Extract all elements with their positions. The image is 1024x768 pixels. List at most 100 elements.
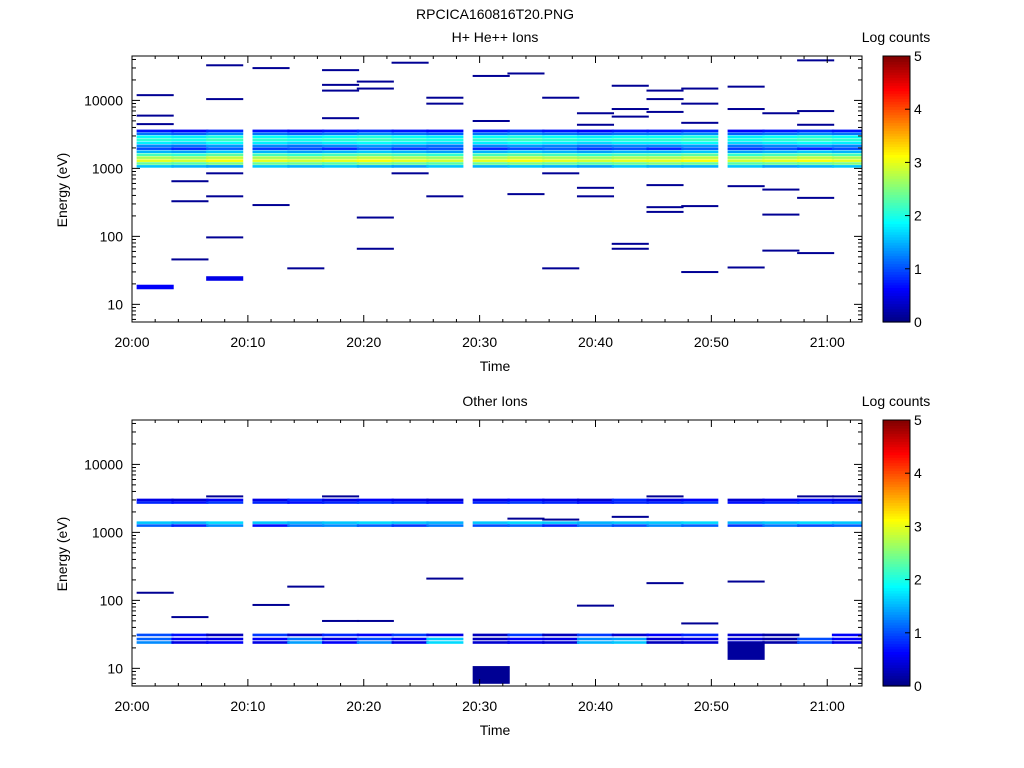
heatmap-cell [287, 585, 325, 588]
heatmap-cell [542, 633, 580, 637]
colorbar-segment [883, 638, 910, 642]
heatmap-cell [171, 135, 209, 139]
heatmap-cell [356, 524, 394, 527]
heatmap-cell [507, 165, 545, 168]
colorbar-segment [883, 558, 910, 562]
x-tick-label: 20:50 [694, 698, 729, 714]
colorbar-frame [882, 55, 911, 323]
heatmap-cell [472, 150, 510, 153]
heatmap-cell [646, 153, 684, 156]
colorbar-segment [883, 101, 910, 105]
heatmap-cell [322, 141, 360, 145]
heatmap-cell [681, 271, 719, 274]
heatmap-cell [727, 580, 765, 583]
heatmap-cell [611, 141, 649, 145]
colorbar-segment [883, 420, 910, 424]
colorbar-segment [883, 467, 910, 472]
heatmap-cell [426, 159, 464, 162]
colorbar-segment [883, 228, 910, 233]
colorbar-segment [883, 111, 910, 116]
colorbar-segment [883, 547, 910, 551]
heatmap-cell [426, 521, 464, 524]
colorbar-segment [883, 260, 910, 265]
colorbar-segment [883, 451, 910, 456]
colorbar-segment [883, 98, 910, 102]
colorbar-segment [883, 582, 910, 586]
heatmap-cell [136, 138, 174, 142]
colorbar-tick-label: 3 [914, 154, 922, 170]
heatmap-cell [576, 123, 615, 126]
heatmap-cell [356, 159, 394, 162]
y-tick-label: 1000 [92, 524, 123, 540]
heatmap-cell [576, 186, 615, 189]
heatmap-cell [507, 637, 545, 641]
colorbar-segment [883, 568, 910, 573]
colorbar-segment [883, 170, 910, 174]
heatmap-cell [206, 138, 244, 142]
heatmap-cell [426, 144, 464, 148]
heatmap-cell [252, 637, 290, 641]
heatmap-cell [287, 156, 325, 159]
colorbar-segment [883, 513, 910, 517]
colorbar-segment [883, 521, 910, 525]
heatmap-cell [356, 156, 394, 159]
heatmap-cell [681, 501, 719, 504]
heatmap-cell [391, 162, 429, 165]
heatmap-cell [681, 144, 719, 148]
heatmap-cell [507, 633, 545, 637]
heatmap-cell [472, 119, 510, 122]
heatmap-cell [681, 141, 719, 145]
heatmap-cell [252, 162, 290, 165]
colorbar-segment [883, 590, 910, 594]
heatmap-cell [681, 205, 719, 208]
heatmap-cell [646, 138, 684, 142]
heatmap-cell [762, 501, 800, 504]
heatmap-cell [206, 165, 244, 168]
colorbar-segment [883, 314, 910, 318]
heatmap-cell [136, 129, 174, 133]
heatmap-cell [426, 102, 464, 105]
colorbar-segment [883, 441, 910, 445]
colorbar-segment [883, 486, 910, 490]
x-axis-label: Time [480, 358, 511, 374]
colorbar-segment [883, 210, 910, 214]
heatmap-cell [391, 61, 429, 64]
heatmap-cell [797, 135, 835, 139]
colorbar-segment [883, 494, 910, 498]
heatmap-cells [136, 495, 862, 684]
heatmap-cell [576, 144, 615, 148]
heatmap-cell [136, 521, 174, 524]
heatmap-cell [507, 129, 545, 133]
heatmap-cell [611, 633, 649, 637]
heatmap-cell [611, 108, 649, 111]
heatmap-cell [391, 135, 429, 139]
heatmap-cell [426, 637, 464, 641]
heatmap-cell [472, 144, 510, 148]
colorbar-segment [883, 560, 910, 565]
heatmap-cell [391, 498, 429, 502]
heatmap-cell [611, 521, 649, 524]
heatmap-cell [646, 184, 684, 187]
heatmap-cell [576, 150, 615, 153]
colorbar-segment [883, 226, 910, 230]
heatmap-cell [426, 153, 464, 156]
heatmap-cell [727, 162, 765, 165]
colorbar-segment [883, 454, 910, 458]
heatmap-cell [762, 147, 800, 150]
x-tick-label: 21:00 [810, 334, 845, 350]
colorbar-segment [883, 608, 910, 613]
colorbar-segment [883, 515, 910, 520]
heatmap-cell [507, 641, 545, 644]
heatmap-cell [762, 165, 800, 168]
colorbar-segment [883, 462, 910, 466]
heatmap-cell [762, 524, 800, 527]
colorbar-segment [883, 542, 910, 546]
heatmap-cell [206, 276, 244, 281]
heatmap-cell [391, 501, 429, 504]
heatmap-cell [322, 147, 360, 150]
colorbar-segment [883, 218, 910, 222]
heatmap-cell [542, 637, 580, 641]
heatmap-cell [356, 153, 394, 156]
heatmap-cell [252, 501, 290, 504]
heatmap-cell [542, 129, 580, 133]
